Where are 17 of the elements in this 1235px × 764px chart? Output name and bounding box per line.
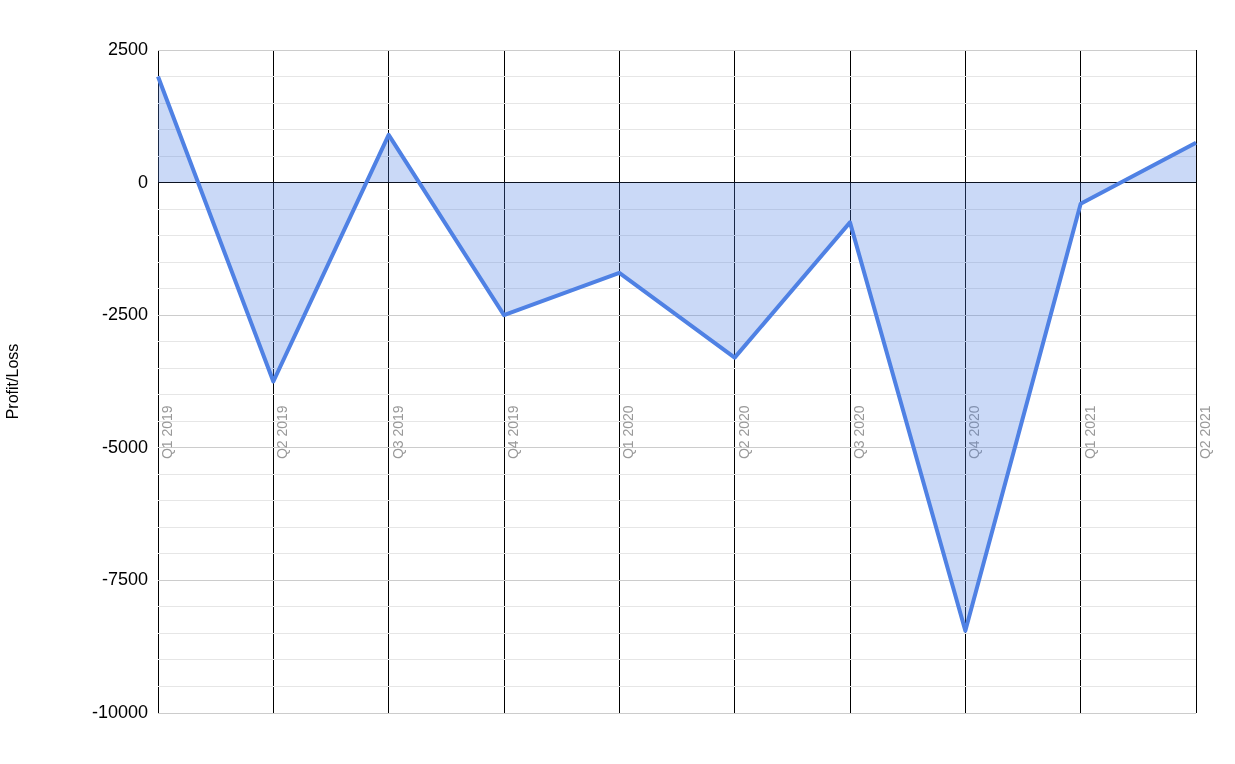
y-tick-label: 0 [137,171,148,192]
x-tick-label: Q3 2019 [389,405,406,460]
y-tick-label: -2500 [101,304,148,325]
y-tick-label: 2500 [107,38,148,59]
x-tick-label: Q2 2020 [735,405,752,460]
x-tick-label: Q1 2021 [1081,405,1098,460]
x-tick-label: Q2 2019 [274,405,291,460]
y-tick-label: -7500 [101,569,148,590]
y-tick-label: -5000 [101,436,148,457]
y-axis-title: Profit/Loss [4,343,22,420]
x-tick-label: Q1 2019 [158,405,175,460]
x-tick-label: Q3 2020 [850,405,867,460]
y-tick-label: -10000 [91,701,148,722]
x-tick-label: Q1 2020 [620,405,637,460]
x-tick-label: Q4 2020 [966,405,983,460]
x-tick-label: Q4 2019 [504,405,521,460]
x-tick-label: Q2 2021 [1196,405,1213,460]
